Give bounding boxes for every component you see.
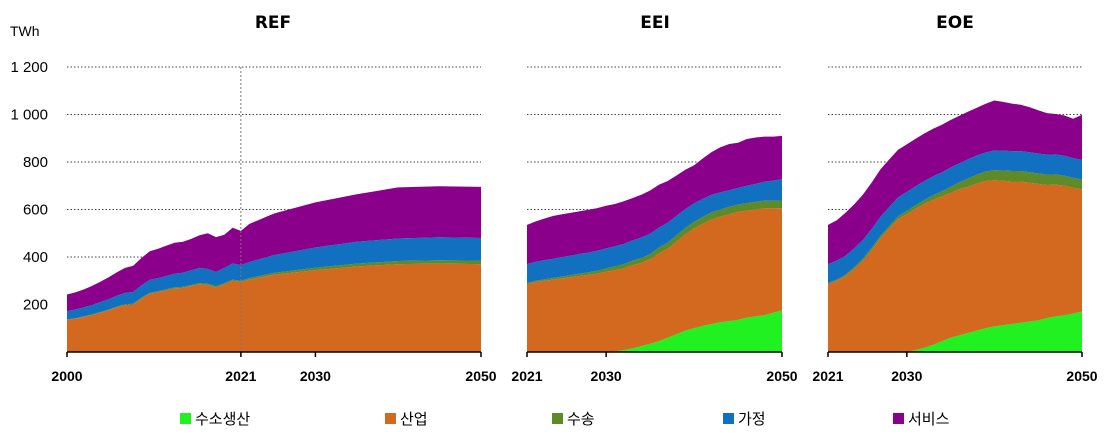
x-tick-label: 2030 [300,368,331,384]
y-tick-label: 400 [23,249,48,266]
y-tick-label: 800 [23,154,48,171]
y-tick-label: 600 [23,202,48,219]
legend-label-res: 가정 [738,410,766,428]
y-tick-label: 1 000 [10,107,48,124]
area-svc-eoe [828,100,1082,265]
x-tick-label: 2050 [766,368,797,384]
legend-swatch-res [723,413,734,424]
area-h2-eoe [828,311,1082,352]
y-unit-label: TWh [10,23,40,39]
legend-label-trn: 수송 [567,410,595,428]
legend-swatch-trn [552,413,563,424]
legend-label-ind: 산업 [400,410,428,428]
legend-swatch-h2 [180,413,191,424]
x-tick-label: 2050 [1066,368,1097,384]
area-trn-eei [527,200,782,285]
legend-swatch-svc [893,413,904,424]
area-res-eoe [828,150,1082,284]
legend-swatch-ind [385,413,396,424]
area-ind-ref [67,263,481,352]
area-svc-eei [527,135,782,265]
y-tick-label: 1 200 [10,59,48,76]
area-svc-ref [67,186,481,312]
x-tick-label: 2000 [51,368,82,384]
panel-title-eoe: EOE [936,13,974,33]
x-tick-label: 2021 [511,368,542,384]
x-tick-label: 2050 [465,368,496,384]
area-ind-eoe [828,180,1082,352]
area-trn-eoe [828,170,1082,285]
area-ind-eei [527,208,782,352]
area-res-eei [527,179,782,284]
x-tick-label: 2021 [812,368,843,384]
y-tick-label: 200 [23,297,48,314]
area-res-ref [67,237,481,320]
panel-title-eei: EEI [640,13,670,33]
legend-label-svc: 서비스 [908,410,950,428]
panel-title-ref: REF [255,13,291,33]
legend-label-h2: 수소생산 [195,410,250,428]
x-tick-label: 2021 [225,368,256,384]
area-h2-eei [527,310,782,352]
x-tick-label: 2030 [591,368,622,384]
x-tick-label: 2030 [891,368,922,384]
